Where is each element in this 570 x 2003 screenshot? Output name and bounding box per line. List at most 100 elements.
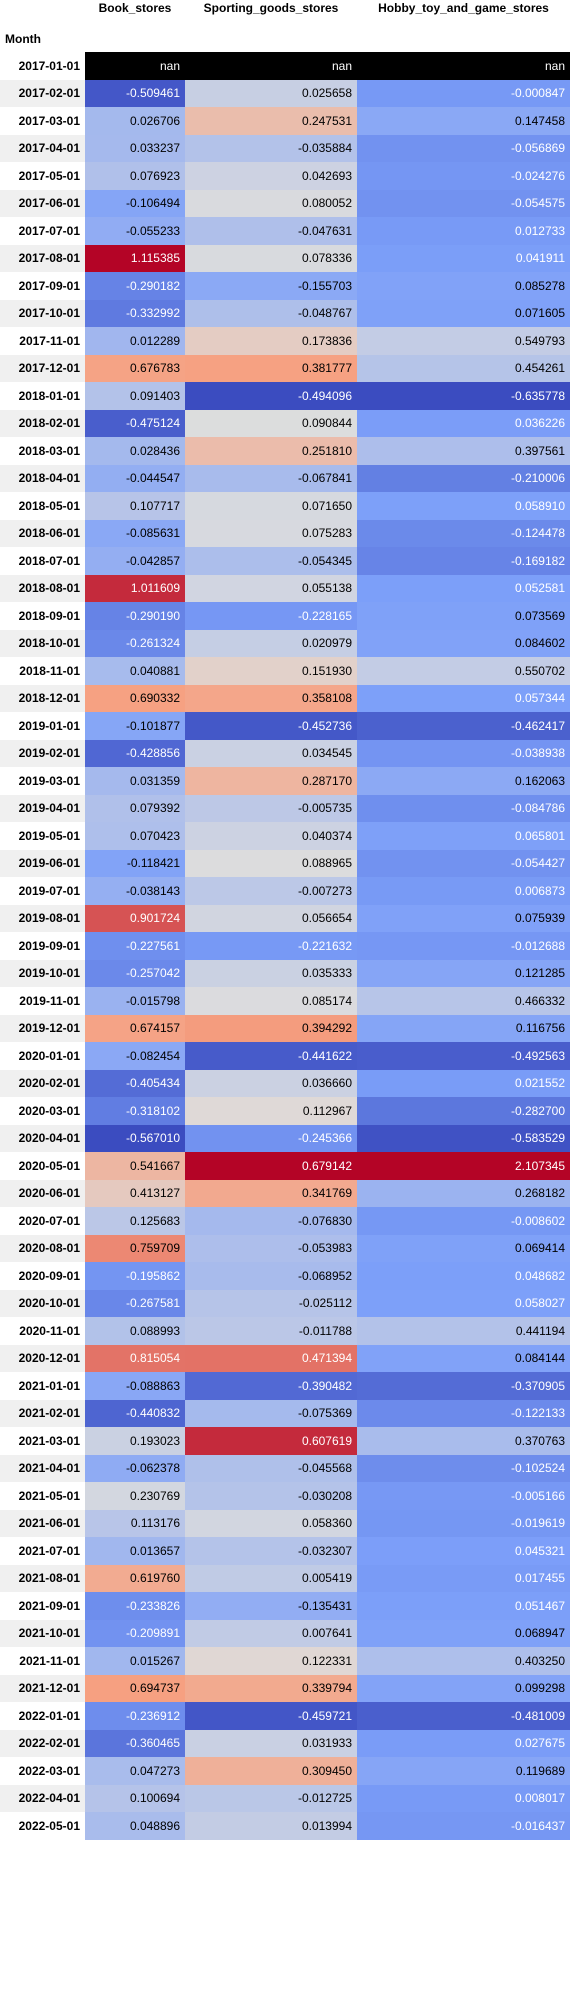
cell-sporting-goods-stores: 0.287170 xyxy=(185,767,357,795)
dataframe-view: Book_stores Sporting_goods_stores Hobby_… xyxy=(0,0,570,1840)
cell-sporting-goods-stores: 0.078336 xyxy=(185,244,357,272)
cell-sporting-goods-stores: 0.112967 xyxy=(185,1097,357,1125)
cell-book-stores: 0.079392 xyxy=(85,794,185,822)
cell-sporting-goods-stores: -0.007273 xyxy=(185,877,357,905)
row-index-month: 2020-08-01 xyxy=(0,1234,85,1262)
table-row: 2019-04-01 0.079392 -0.005735 -0.084786 xyxy=(0,794,570,822)
row-index-month: 2022-03-01 xyxy=(0,1757,85,1785)
row-index-month: 2017-05-01 xyxy=(0,162,85,190)
table-row: 2020-09-01 -0.195862 -0.068952 0.048682 xyxy=(0,1262,570,1290)
cell-sporting-goods-stores: 0.173836 xyxy=(185,327,357,355)
table-row: 2020-06-01 0.413127 0.341769 0.268182 xyxy=(0,1179,570,1207)
cell-sporting-goods-stores: -0.135431 xyxy=(185,1592,357,1620)
cell-book-stores: -0.101877 xyxy=(85,712,185,740)
cell-sporting-goods-stores: 0.088965 xyxy=(185,849,357,877)
cell-hobby-toy-and-game-stores: 0.550702 xyxy=(357,657,570,685)
cell-hobby-toy-and-game-stores: -0.122133 xyxy=(357,1399,570,1427)
row-index-month: 2017-02-01 xyxy=(0,79,85,107)
row-index-month: 2020-05-01 xyxy=(0,1152,85,1180)
table-row: 2021-09-01 -0.233826 -0.135431 0.051467 xyxy=(0,1592,570,1620)
row-index-month: 2022-05-01 xyxy=(0,1812,85,1840)
cell-hobby-toy-and-game-stores: 0.454261 xyxy=(357,354,570,382)
cell-sporting-goods-stores: 0.381777 xyxy=(185,354,357,382)
row-index-month: 2020-03-01 xyxy=(0,1097,85,1125)
row-index-month: 2020-04-01 xyxy=(0,1124,85,1152)
cell-hobby-toy-and-game-stores: -0.583529 xyxy=(357,1124,570,1152)
column-header-sporting-goods-stores: Sporting_goods_stores xyxy=(185,0,357,25)
row-index-month: 2019-05-01 xyxy=(0,822,85,850)
cell-book-stores: -0.360465 xyxy=(85,1729,185,1757)
cell-hobby-toy-and-game-stores: -0.054427 xyxy=(357,849,570,877)
cell-hobby-toy-and-game-stores: -0.019619 xyxy=(357,1509,570,1537)
cell-sporting-goods-stores: 0.013994 xyxy=(185,1812,357,1840)
row-index-month: 2018-09-01 xyxy=(0,602,85,630)
table-row: 2020-02-01 -0.405434 0.036660 0.021552 xyxy=(0,1069,570,1097)
table-row: 2020-10-01 -0.267581 -0.025112 0.058027 xyxy=(0,1289,570,1317)
cell-sporting-goods-stores: 0.036660 xyxy=(185,1069,357,1097)
cell-hobby-toy-and-game-stores: 0.052581 xyxy=(357,574,570,602)
row-index-month: 2018-01-01 xyxy=(0,382,85,410)
cell-book-stores: 0.013657 xyxy=(85,1537,185,1565)
cell-book-stores: -0.209891 xyxy=(85,1619,185,1647)
table-row: 2017-09-01 -0.290182 -0.155703 0.085278 xyxy=(0,272,570,300)
row-index-month: 2018-06-01 xyxy=(0,519,85,547)
cell-book-stores: 1.115385 xyxy=(85,244,185,272)
table-row: 2021-06-01 0.113176 0.058360 -0.019619 xyxy=(0,1509,570,1537)
cell-hobby-toy-and-game-stores: 0.068947 xyxy=(357,1619,570,1647)
row-index-month: 2018-04-01 xyxy=(0,464,85,492)
cell-book-stores: nan xyxy=(85,52,185,80)
cell-sporting-goods-stores: -0.155703 xyxy=(185,272,357,300)
cell-hobby-toy-and-game-stores: -0.084786 xyxy=(357,794,570,822)
cell-hobby-toy-and-game-stores: 0.045321 xyxy=(357,1537,570,1565)
cell-hobby-toy-and-game-stores: -0.038938 xyxy=(357,739,570,767)
cell-book-stores: -0.290190 xyxy=(85,602,185,630)
cell-book-stores: -0.227561 xyxy=(85,932,185,960)
cell-hobby-toy-and-game-stores: 0.071605 xyxy=(357,299,570,327)
row-index-month: 2020-06-01 xyxy=(0,1179,85,1207)
cell-book-stores: 0.088993 xyxy=(85,1317,185,1345)
row-index-month: 2017-08-01 xyxy=(0,244,85,272)
cell-hobby-toy-and-game-stores: -0.005166 xyxy=(357,1482,570,1510)
cell-hobby-toy-and-game-stores: 0.084144 xyxy=(357,1344,570,1372)
cell-hobby-toy-and-game-stores: 0.397561 xyxy=(357,437,570,465)
column-header-row: Book_stores Sporting_goods_stores Hobby_… xyxy=(0,0,570,25)
cell-book-stores: 0.619760 xyxy=(85,1564,185,1592)
table-row: 2017-08-01 1.115385 0.078336 0.041911 xyxy=(0,244,570,272)
cell-hobby-toy-and-game-stores: -0.210006 xyxy=(357,464,570,492)
row-index-month: 2022-04-01 xyxy=(0,1784,85,1812)
cell-book-stores: 0.033237 xyxy=(85,134,185,162)
cell-hobby-toy-and-game-stores: 0.075939 xyxy=(357,904,570,932)
cell-book-stores: 0.012289 xyxy=(85,327,185,355)
table-row: 2018-04-01 -0.044547 -0.067841 -0.210006 xyxy=(0,464,570,492)
table-row: 2019-06-01 -0.118421 0.088965 -0.054427 xyxy=(0,849,570,877)
cell-sporting-goods-stores: 0.034545 xyxy=(185,739,357,767)
cell-book-stores: -0.290182 xyxy=(85,272,185,300)
cell-hobby-toy-and-game-stores: 0.121285 xyxy=(357,959,570,987)
row-index-month: 2020-02-01 xyxy=(0,1069,85,1097)
cell-book-stores: 0.815054 xyxy=(85,1344,185,1372)
cell-hobby-toy-and-game-stores: 0.099298 xyxy=(357,1674,570,1702)
cell-hobby-toy-and-game-stores: 0.069414 xyxy=(357,1234,570,1262)
cell-book-stores: -0.118421 xyxy=(85,849,185,877)
table-row: 2018-03-01 0.028436 0.251810 0.397561 xyxy=(0,437,570,465)
row-index-month: 2021-12-01 xyxy=(0,1674,85,1702)
table-row: 2022-05-01 0.048896 0.013994 -0.016437 xyxy=(0,1812,570,1840)
table-row: 2017-07-01 -0.055233 -0.047631 0.012733 xyxy=(0,217,570,245)
table-row: 2021-11-01 0.015267 0.122331 0.403250 xyxy=(0,1647,570,1675)
cell-sporting-goods-stores: 0.151930 xyxy=(185,657,357,685)
row-index-month: 2018-11-01 xyxy=(0,657,85,685)
row-index-month: 2019-10-01 xyxy=(0,959,85,987)
cell-sporting-goods-stores: -0.390482 xyxy=(185,1372,357,1400)
cell-sporting-goods-stores: -0.245366 xyxy=(185,1124,357,1152)
corner-cell xyxy=(0,0,85,25)
row-index-month: 2019-01-01 xyxy=(0,712,85,740)
row-index-month: 2020-09-01 xyxy=(0,1262,85,1290)
row-index-month: 2019-09-01 xyxy=(0,932,85,960)
cell-book-stores: 0.028436 xyxy=(85,437,185,465)
cell-hobby-toy-and-game-stores: -0.056869 xyxy=(357,134,570,162)
row-index-month: 2018-08-01 xyxy=(0,574,85,602)
cell-sporting-goods-stores: -0.221632 xyxy=(185,932,357,960)
cell-hobby-toy-and-game-stores: -0.481009 xyxy=(357,1702,570,1730)
cell-book-stores: 0.676783 xyxy=(85,354,185,382)
cell-sporting-goods-stores: 0.058360 xyxy=(185,1509,357,1537)
